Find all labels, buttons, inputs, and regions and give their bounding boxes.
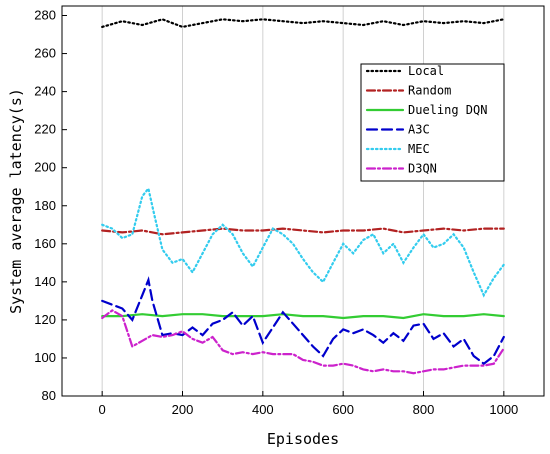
legend-label: MEC bbox=[408, 142, 430, 156]
y-tick-label: 140 bbox=[34, 274, 56, 289]
x-tick-label: 600 bbox=[332, 402, 354, 417]
y-tick-label: 220 bbox=[34, 122, 56, 137]
x-tick-label: 400 bbox=[252, 402, 274, 417]
y-tick-label: 180 bbox=[34, 198, 56, 213]
series-line-mec bbox=[101, 186, 505, 298]
series-line-random bbox=[101, 227, 505, 236]
x-axis-title: Episodes bbox=[267, 430, 339, 448]
legend-box bbox=[360, 63, 505, 182]
legend-label: Local bbox=[408, 64, 444, 78]
series-line-dueling-dqn bbox=[101, 313, 505, 320]
legend-label: D3QN bbox=[408, 162, 437, 176]
x-tick-label: 1000 bbox=[489, 402, 518, 417]
legend-label: Random bbox=[408, 84, 451, 98]
y-tick-label: 120 bbox=[34, 312, 56, 327]
plot-frame bbox=[61, 5, 545, 397]
y-tick-label: 200 bbox=[34, 160, 56, 175]
y-tick-label: 160 bbox=[34, 236, 56, 251]
grid-layer bbox=[101, 6, 505, 396]
x-tick-label: 800 bbox=[413, 402, 435, 417]
series-layer bbox=[101, 18, 505, 375]
series-line-a3c bbox=[101, 276, 505, 366]
series-line-d3qn bbox=[101, 309, 505, 375]
y-tick-label: 260 bbox=[34, 46, 56, 61]
y-tick-label: 280 bbox=[34, 8, 56, 23]
x-tick-label: 200 bbox=[172, 402, 194, 417]
x-tick-label: 0 bbox=[99, 402, 106, 417]
axis-layer: 0 200 400 600 800 1000 80 100 120 140 160 180 200 220… bbox=[34, 8, 518, 417]
series-line-local bbox=[101, 18, 505, 29]
legend: Local Random Dueling DQN A3C MEC D3QN bbox=[360, 63, 505, 182]
y-tick-label: 240 bbox=[34, 84, 56, 99]
y-tick-label: 80 bbox=[42, 388, 56, 403]
y-tick-label: 100 bbox=[34, 350, 56, 365]
legend-label: Dueling DQN bbox=[408, 103, 487, 117]
legend-label: A3C bbox=[408, 123, 430, 137]
y-axis-title: System average latency(s) bbox=[7, 88, 25, 314]
